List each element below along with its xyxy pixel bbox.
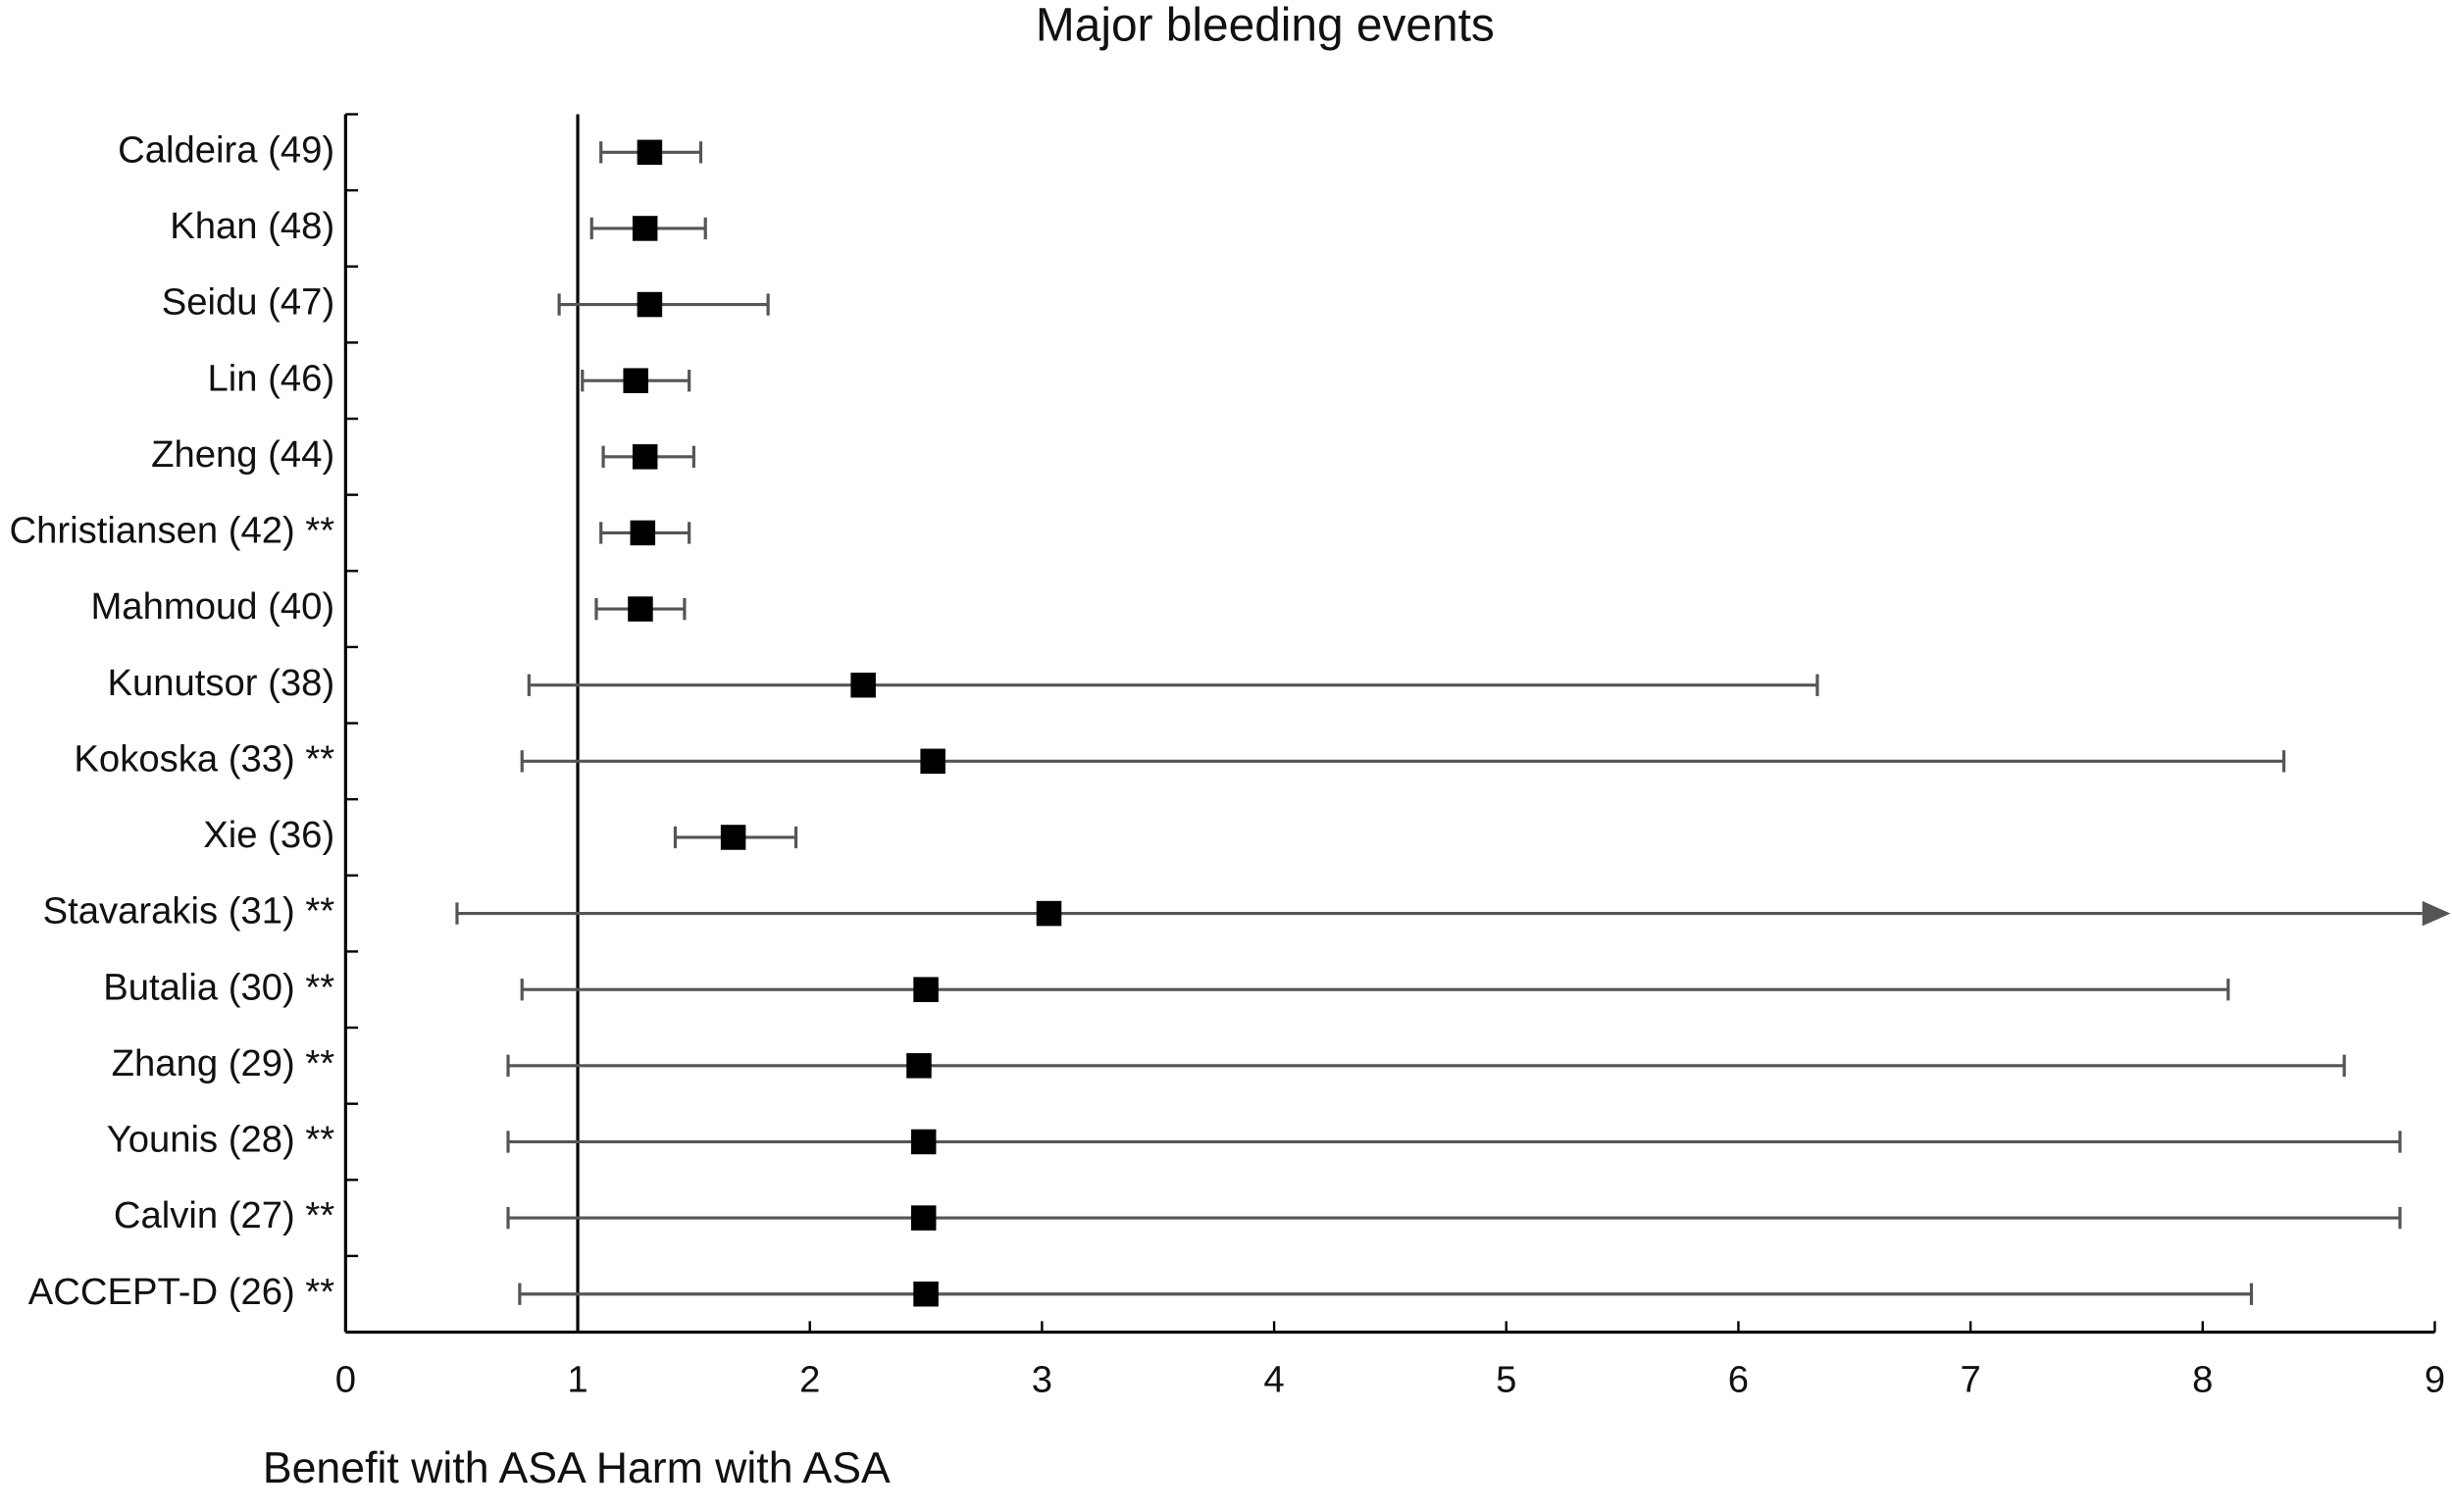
point-estimate: [637, 139, 663, 166]
y-tick-label: Zhang (29) **: [112, 1042, 335, 1084]
x-tick-label: 8: [2192, 1359, 2213, 1401]
point-estimate: [637, 291, 663, 318]
x-tick-label: 1: [567, 1359, 587, 1401]
x-tick-label: 3: [1032, 1359, 1052, 1401]
point-estimate: [850, 672, 876, 698]
point-estimate: [632, 444, 658, 470]
point-estimate: [910, 1205, 937, 1231]
y-tick-label: Stavarakis (31) **: [43, 890, 335, 932]
y-tick-label: Caldeira (49): [118, 128, 334, 171]
y-tick-label: Kunutsor (38): [107, 662, 334, 704]
x-tick-label: 6: [1728, 1359, 1749, 1401]
point-estimate: [630, 520, 656, 546]
x-axis-label: Benefit with ASA Harm with ASA: [263, 1444, 891, 1492]
point-estimate: [920, 748, 945, 775]
y-tick-label: Younis (28) **: [107, 1119, 335, 1161]
point-estimate: [632, 216, 658, 241]
y-tick-label: Seidu (47): [162, 281, 334, 324]
x-tick-label: 0: [335, 1359, 356, 1401]
x-tick-label: 2: [799, 1359, 820, 1401]
y-tick-label: ACCEPT-D (26) **: [28, 1271, 335, 1313]
y-tick-label: Khan (48): [170, 205, 334, 247]
y-tick-label: Christiansen (42) **: [10, 510, 335, 552]
point-estimate: [913, 1281, 939, 1307]
x-tick-label: 4: [1263, 1359, 1284, 1401]
x-tick-label: 9: [2425, 1359, 2445, 1401]
point-estimate: [906, 1053, 932, 1079]
chart-title: Major bleeding events: [1036, 0, 1495, 51]
y-tick-label: Butalia (30) **: [103, 966, 334, 1008]
point-estimate: [720, 825, 746, 850]
y-tick-label: Zheng (44): [151, 433, 334, 476]
point-estimate: [910, 1129, 937, 1155]
y-tick-label: Lin (46): [207, 357, 334, 399]
y-tick-label: Kokoska (33) **: [74, 737, 334, 780]
point-estimate: [623, 368, 648, 393]
y-tick-label: Xie (36): [203, 814, 334, 856]
x-tick-label: 5: [1496, 1359, 1516, 1401]
y-tick-label: Calvin (27) **: [114, 1194, 334, 1236]
point-estimate: [628, 596, 653, 622]
point-estimate: [1036, 900, 1062, 927]
y-tick-label: Mahmoud (40): [90, 585, 334, 628]
x-tick-label: 7: [1960, 1359, 1980, 1401]
ci-arrow: [2422, 900, 2451, 927]
point-estimate: [913, 977, 939, 1002]
